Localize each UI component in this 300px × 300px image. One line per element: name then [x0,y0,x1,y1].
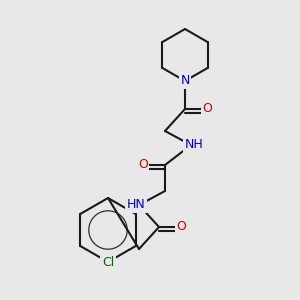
Text: Cl: Cl [102,256,114,268]
Text: HN: HN [127,199,146,212]
Text: NH: NH [184,139,203,152]
Text: O: O [202,103,212,116]
Text: O: O [176,220,186,233]
Text: N: N [180,74,190,88]
Text: O: O [138,158,148,172]
